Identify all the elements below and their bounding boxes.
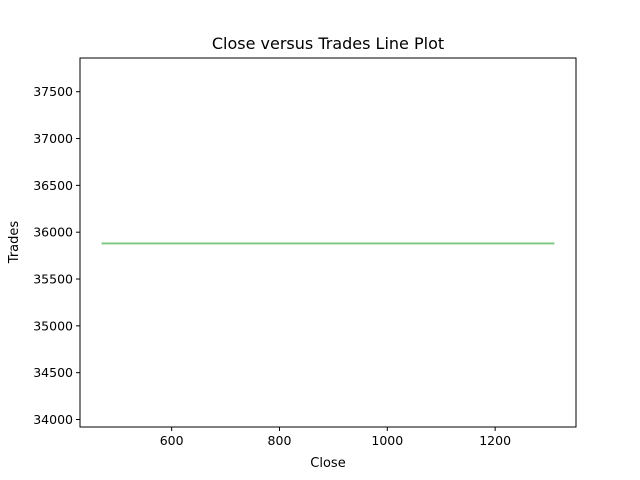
y-tick-label: 35000: [33, 318, 73, 333]
y-tick-label: 37500: [33, 84, 73, 99]
y-tick-label: 35500: [33, 272, 73, 287]
x-tick-label: 800: [268, 433, 292, 448]
x-tick-label: 1000: [371, 433, 403, 448]
x-axis: 600 800 1000 1200: [160, 427, 511, 448]
y-tick-label: 34000: [33, 412, 73, 427]
y-tick-label: 36000: [33, 225, 73, 240]
chart-title: Close versus Trades Line Plot: [212, 34, 444, 53]
y-axis-label: Trades: [7, 221, 22, 265]
plot-frame: [79, 57, 577, 428]
x-tick-label: 1200: [479, 433, 511, 448]
x-tick-label: 600: [160, 433, 184, 448]
y-tick-label: 37000: [33, 131, 73, 146]
y-tick-label: 34500: [33, 365, 73, 380]
y-axis: 34000 34500 35000 35500 36000 36500 37000 37500: [33, 84, 80, 427]
y-tick-label: 36500: [33, 178, 73, 193]
x-axis-label: Close: [310, 456, 345, 471]
